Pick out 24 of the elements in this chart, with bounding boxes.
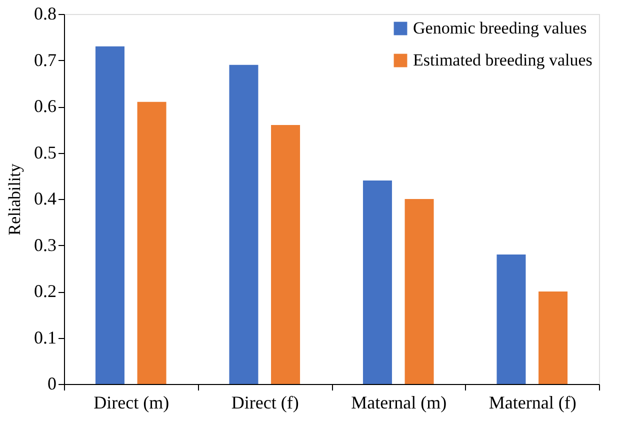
bar (271, 125, 300, 384)
bar (362, 180, 392, 384)
bar (137, 102, 166, 384)
y-tick-label: 0 (48, 374, 56, 394)
legend-label: Estimated breeding values (413, 50, 592, 70)
x-tick-label: Direct (f) (231, 392, 299, 412)
y-tick-label: 0.2 (34, 281, 56, 301)
y-tick-label: 0.8 (34, 4, 56, 24)
x-tick-label: Maternal (f) (488, 392, 576, 412)
y-tick-label: 0.3 (34, 234, 56, 255)
x-tick-label: Direct (m) (94, 392, 170, 412)
bar (496, 254, 526, 384)
bar (229, 64, 258, 384)
x-tick-label: Maternal (m) (351, 392, 447, 412)
bar (538, 292, 568, 384)
y-tick-label: 0.6 (34, 96, 56, 116)
bar (95, 46, 124, 384)
bar (404, 199, 434, 384)
legend-label: Genomic breeding values (413, 18, 587, 38)
y-tick-label: 0.4 (34, 188, 56, 208)
y-tick-label: 0.1 (34, 327, 56, 348)
y-axis-title: Reliability (5, 163, 24, 236)
y-tick-label: 0.5 (34, 142, 56, 162)
y-tick-label: 0.7 (34, 50, 56, 70)
